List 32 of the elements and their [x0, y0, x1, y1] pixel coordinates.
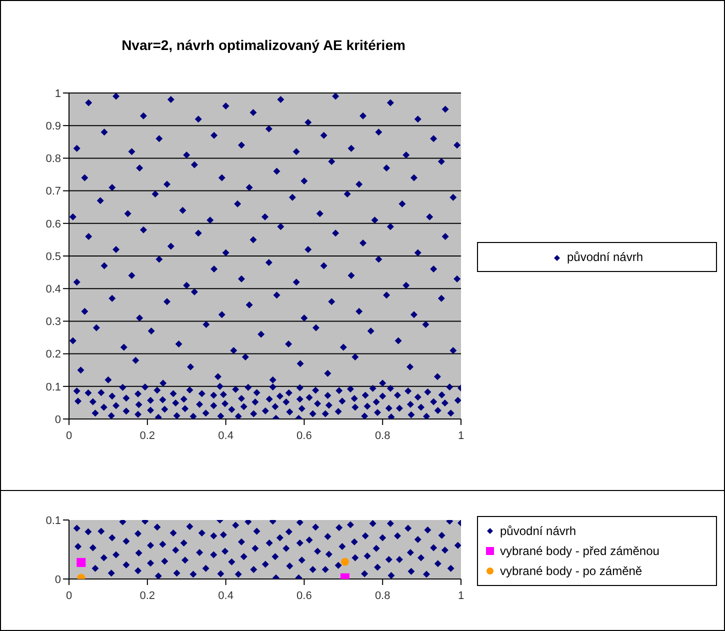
y-tick-label: 0.6 — [46, 218, 61, 230]
legend-label: původní návrh — [500, 524, 576, 538]
x-tick-label: 0 — [66, 590, 72, 602]
y-tick-label: 0.9 — [46, 120, 61, 133]
y-tick-label: 0.3 — [46, 316, 61, 328]
y-tick-label: 0 — [54, 414, 61, 426]
x-tick-label: 0.2 — [140, 590, 156, 602]
x-tick-label: 0.8 — [374, 430, 390, 442]
y-tick-label: 0.2 — [46, 348, 61, 361]
x-tick-label: 1 — [458, 430, 464, 442]
x-tick-label: 0.2 — [140, 430, 156, 442]
x-tick-label: 0.6 — [296, 590, 312, 602]
y-tick-label: 0.7 — [46, 186, 61, 198]
y-tick-label: 0 — [54, 574, 61, 586]
y-tick-label: 0.4 — [46, 284, 61, 296]
y-tick-label: 0.1 — [46, 514, 61, 527]
chart-title: Nvar=2, návrh optimalizovaný AE kritériem — [120, 37, 406, 53]
x-tick-label: 0 — [66, 430, 72, 442]
x-tick-label: 0.8 — [374, 590, 390, 602]
legend-label: vybrané body - před záměnou — [500, 544, 660, 558]
x-tick-label: 1 — [458, 590, 464, 602]
y-tick-label: 0.8 — [46, 153, 61, 166]
x-tick-label: 0.6 — [296, 430, 312, 442]
legend-label: původní návrh — [566, 250, 644, 264]
legend-label: vybrané body - po záměně — [500, 564, 642, 578]
x-tick-label: 0.4 — [218, 430, 234, 442]
y-tick-label: 0.1 — [46, 381, 61, 394]
point — [76, 558, 86, 567]
y-tick-label: 1 — [54, 88, 61, 100]
x-tick-label: 0.4 — [218, 590, 234, 602]
y-tick-label: 0.5 — [46, 250, 61, 263]
point — [340, 558, 349, 566]
